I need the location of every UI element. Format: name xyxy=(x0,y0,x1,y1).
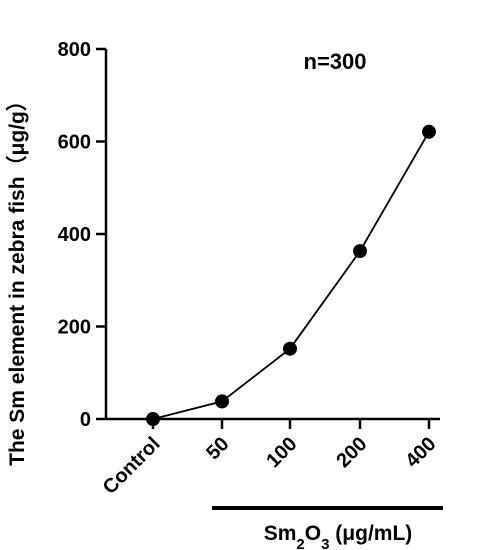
y-tick-label: 800 xyxy=(58,39,91,61)
series-line xyxy=(152,131,430,420)
x-tick-label: 200 xyxy=(332,433,371,472)
x-tick-label: Control xyxy=(99,433,165,499)
data-point xyxy=(215,394,229,409)
y-tick-label: 200 xyxy=(58,317,91,339)
x-axis: Control 50 100 200 400 xyxy=(99,417,441,499)
y-axis: 0 200 400 600 800 xyxy=(58,39,108,431)
y-tick-label: 400 xyxy=(58,224,91,246)
x-tick-label: 50 xyxy=(202,433,233,464)
x-axis-title: Sm2O3 (μg/mL) xyxy=(264,522,413,550)
x-tick-label: 100 xyxy=(262,433,301,472)
y-tick-label: 0 xyxy=(80,409,91,431)
x-tick-label: 400 xyxy=(401,433,440,472)
y-axis-title: The Sm element in zebra fish（μg/g） xyxy=(5,90,29,466)
series xyxy=(146,124,436,426)
sample-size-annotation: n=300 xyxy=(304,49,367,74)
data-point xyxy=(353,244,367,259)
data-point xyxy=(146,412,160,426)
y-tick-label: 600 xyxy=(58,132,91,154)
data-point xyxy=(283,341,297,356)
data-point xyxy=(422,124,436,139)
